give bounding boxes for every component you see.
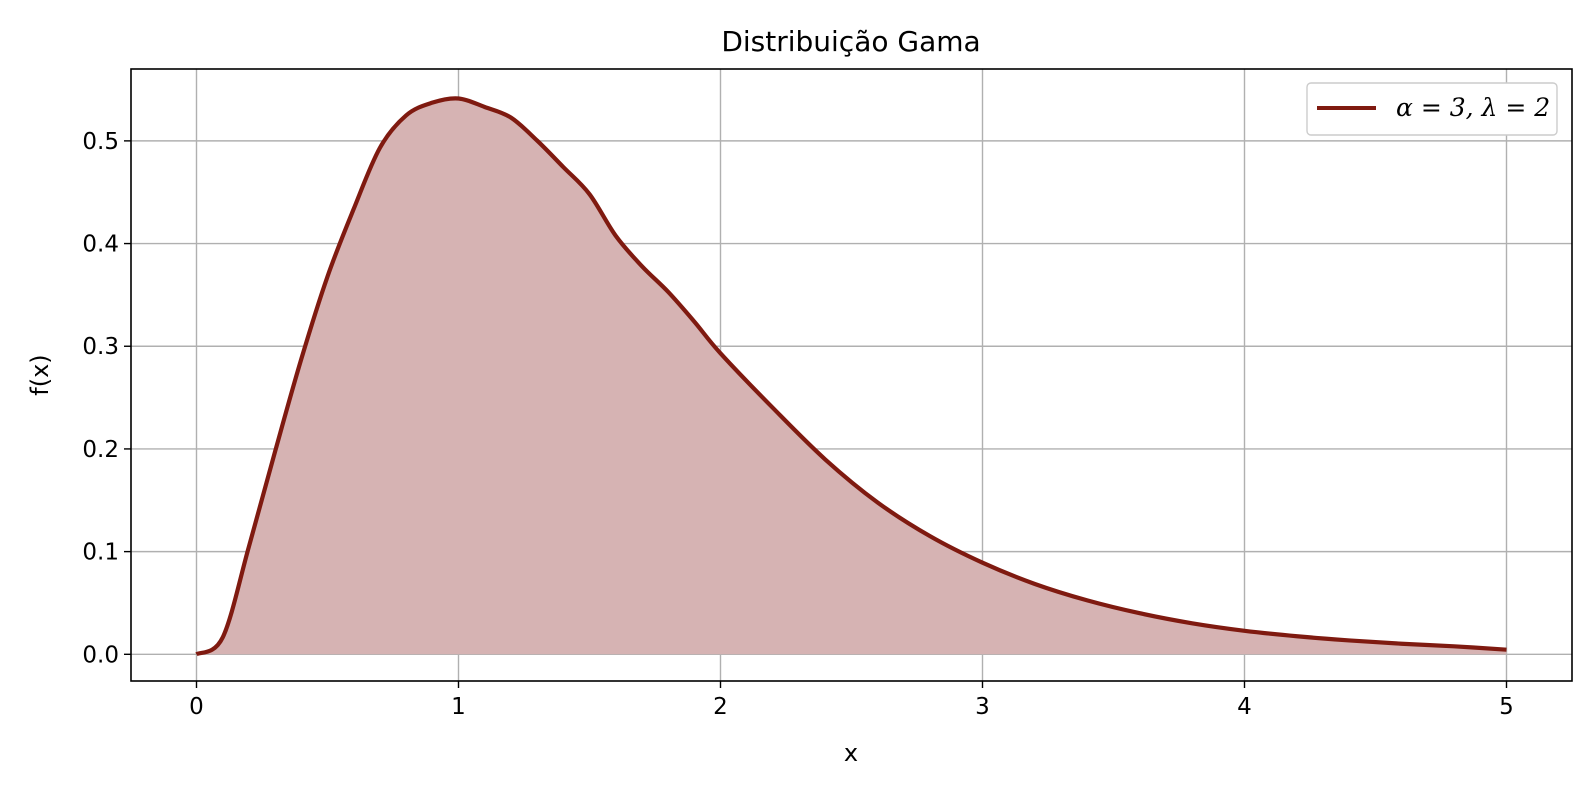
y-tick-label: 0.5 <box>82 129 119 155</box>
x-axis-ticks: 0 1 2 3 4 5 <box>189 681 1514 720</box>
y-tick-label: 0.1 <box>82 540 119 566</box>
x-axis-label: x <box>844 739 858 767</box>
x-tick-label: 5 <box>1499 694 1514 720</box>
chart-title: Distribuição Gama <box>721 25 980 58</box>
y-tick-label: 0.0 <box>82 642 119 668</box>
y-tick-label: 0.2 <box>82 437 119 463</box>
x-tick-label: 1 <box>451 694 466 720</box>
y-axis-ticks: 0.0 0.1 0.2 0.3 0.4 0.5 <box>82 129 131 668</box>
x-tick-label: 4 <box>1237 694 1252 720</box>
x-tick-label: 0 <box>189 694 204 720</box>
legend: α = 3, λ = 2 <box>1306 82 1558 136</box>
x-tick-label: 2 <box>713 694 728 720</box>
y-tick-label: 0.3 <box>82 334 119 360</box>
legend-label: α = 3, λ = 2 <box>1396 93 1550 122</box>
x-tick-label: 3 <box>975 694 990 720</box>
plot-area-frame <box>130 68 1573 682</box>
y-axis-label: f(x) <box>26 354 54 395</box>
series-line <box>195 96 1507 657</box>
area-fill <box>196 98 1507 655</box>
legend-box <box>1306 82 1558 136</box>
y-tick-label: 0.4 <box>82 232 119 258</box>
